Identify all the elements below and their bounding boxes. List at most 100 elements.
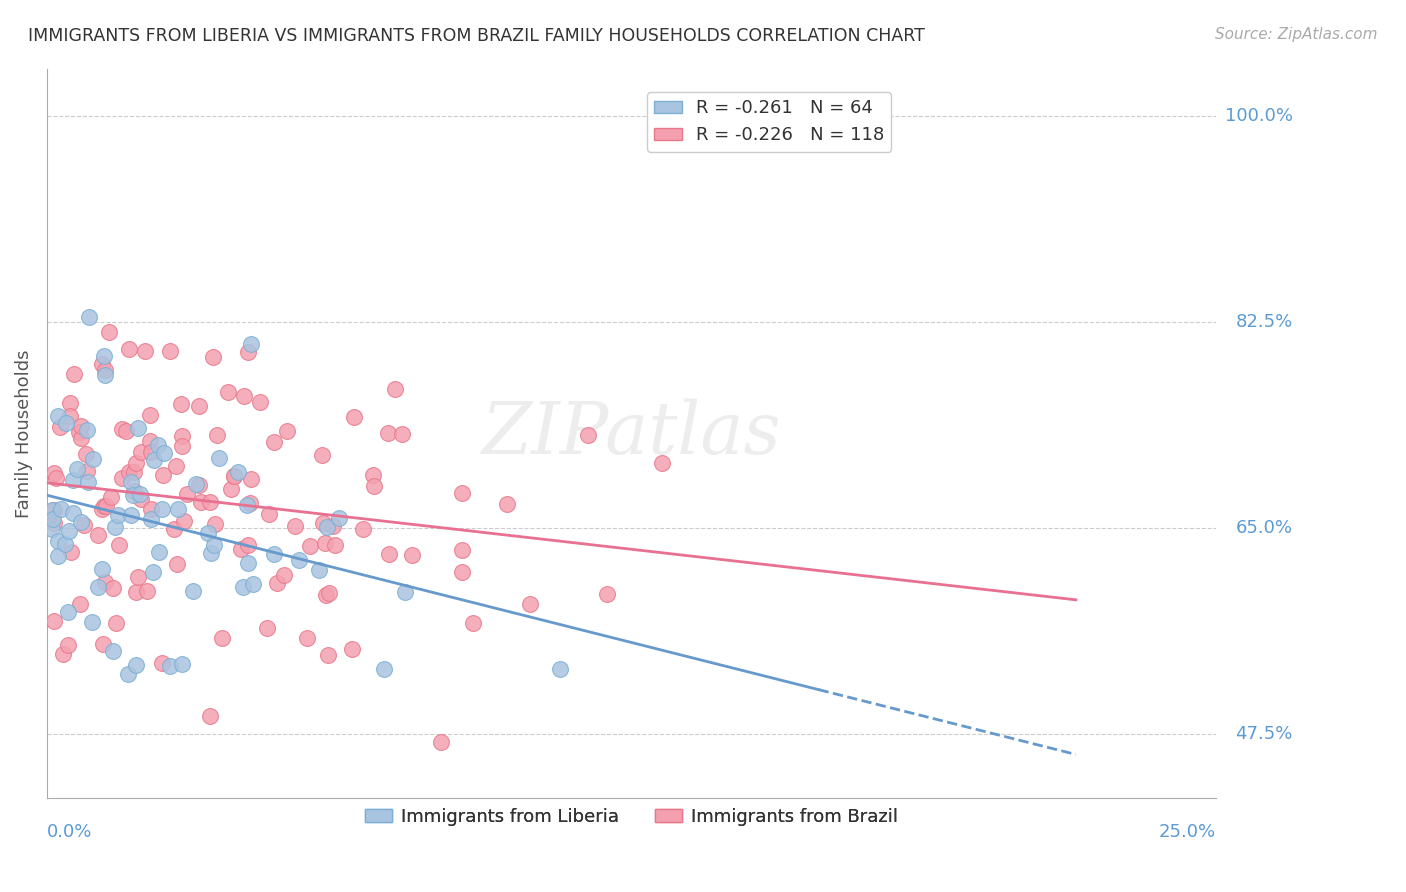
Point [384, 382, 406, 396]
Point [91, 637, 114, 651]
Point [93, 499, 115, 513]
Point [204, 516, 226, 531]
Point [53, 536, 76, 550]
Point [46, 409, 69, 423]
Point [41, 503, 63, 517]
Point [198, 709, 221, 723]
Point [125, 457, 148, 471]
Point [107, 538, 129, 552]
Point [377, 426, 399, 441]
Point [314, 536, 336, 550]
Point [373, 662, 395, 676]
Point [117, 667, 139, 681]
Point [363, 479, 385, 493]
Point [352, 522, 374, 536]
Point [118, 343, 141, 357]
Point [173, 514, 195, 528]
Point [138, 408, 160, 422]
Point [198, 494, 221, 508]
Text: 25.0%: 25.0% [1159, 823, 1216, 841]
Point [75, 447, 97, 461]
Point [150, 657, 173, 671]
Point [236, 556, 259, 570]
Point [100, 490, 122, 504]
Point [107, 508, 129, 522]
Point [172, 657, 194, 672]
Point [49, 501, 72, 516]
Point [496, 497, 519, 511]
Y-axis label: Family Households: Family Households [15, 349, 32, 517]
Point [197, 525, 219, 540]
Point [343, 410, 366, 425]
Point [242, 577, 264, 591]
Point [41, 522, 63, 536]
Point [394, 584, 416, 599]
Point [188, 478, 211, 492]
Point [284, 519, 307, 533]
Point [325, 538, 347, 552]
Point [363, 468, 385, 483]
Point [143, 453, 166, 467]
Point [42, 614, 65, 628]
Point [62, 368, 84, 382]
Point [96, 499, 118, 513]
Point [139, 445, 162, 459]
Point [576, 428, 599, 442]
Point [42, 466, 65, 480]
Point [94, 363, 117, 377]
Point [69, 418, 91, 433]
Point [276, 424, 298, 438]
Point [46, 533, 69, 548]
Point [120, 475, 142, 489]
Point [273, 568, 295, 582]
Point [401, 548, 423, 562]
Point [82, 452, 104, 467]
Point [451, 542, 474, 557]
Point [451, 486, 474, 500]
Point [127, 421, 149, 435]
Point [259, 508, 281, 522]
Text: 0.0%: 0.0% [46, 823, 93, 841]
Point [67, 425, 90, 439]
Point [115, 425, 138, 439]
Point [222, 469, 245, 483]
Point [55, 416, 77, 430]
Point [69, 515, 91, 529]
Point [318, 648, 340, 663]
Point [240, 336, 263, 351]
Point [239, 496, 262, 510]
Point [450, 565, 472, 579]
Point [77, 475, 100, 489]
Point [48, 549, 70, 563]
Point [142, 566, 165, 580]
Point [90, 562, 112, 576]
Point [150, 502, 173, 516]
Point [59, 409, 82, 423]
Point [77, 310, 100, 325]
Point [201, 350, 224, 364]
Point [295, 632, 318, 646]
Point [340, 641, 363, 656]
Point [263, 548, 285, 562]
Point [93, 349, 115, 363]
Point [86, 580, 108, 594]
Point [236, 345, 259, 359]
Point [172, 439, 194, 453]
Point [42, 516, 65, 531]
Point [62, 473, 84, 487]
Point [188, 400, 211, 414]
Point [169, 396, 191, 410]
Point [52, 647, 75, 661]
Point [166, 557, 188, 571]
Point [139, 434, 162, 448]
Point [110, 422, 132, 436]
Point [183, 583, 205, 598]
Point [42, 503, 65, 517]
Point [129, 445, 152, 459]
Point [226, 465, 249, 479]
Point [315, 519, 337, 533]
Point [200, 546, 222, 560]
Point [249, 395, 271, 409]
Text: 65.0%: 65.0% [1236, 518, 1292, 537]
Point [118, 465, 141, 479]
